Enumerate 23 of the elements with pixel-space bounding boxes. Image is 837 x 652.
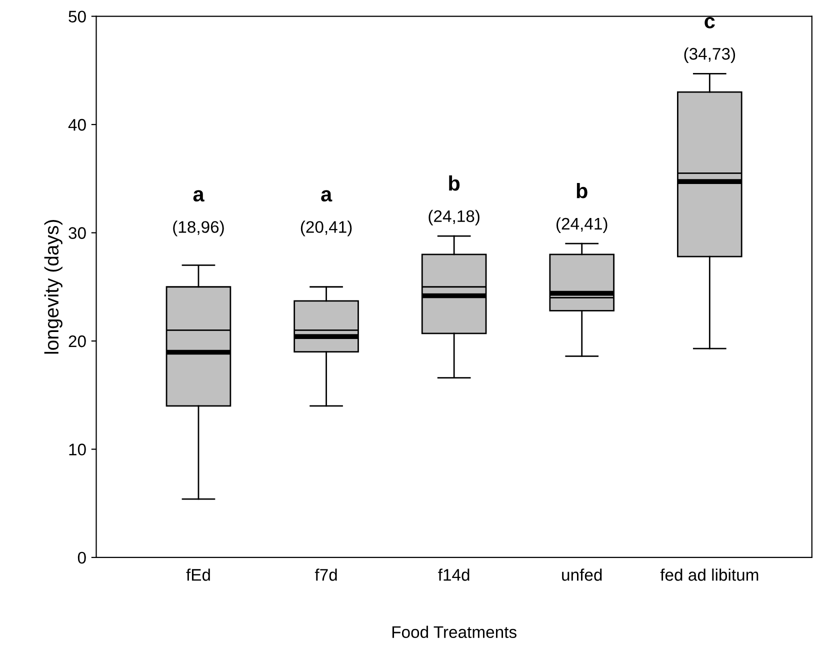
x-tick-label: fed ad libitum (660, 568, 758, 581)
annotation: c (704, 16, 715, 28)
x-tick-label: fEd (186, 568, 210, 581)
annotation: (24,18) (428, 210, 480, 226)
x-tick-label: f14d (438, 568, 470, 581)
y-tick-label: 50 (68, 10, 86, 23)
x-tick-label: f7d (314, 568, 337, 581)
annotation: (18,96) (173, 220, 224, 236)
annotation: a (193, 190, 204, 202)
annotation: b (449, 175, 460, 191)
y-axis-title: longevity (days) (44, 220, 62, 354)
annotation: (34,73) (684, 47, 736, 64)
y-tick-label: 40 (68, 118, 86, 131)
y-tick-label: 20 (68, 335, 86, 348)
y-tick-label: 30 (68, 227, 86, 239)
y-tick-label: 10 (69, 444, 86, 456)
annotation: (20,41) (300, 220, 352, 236)
annotation: b (576, 183, 588, 198)
annotation: a (321, 190, 332, 202)
y-tick-label: 0 (78, 552, 86, 564)
annotation: (24,41) (556, 217, 608, 233)
x-axis-title: Food Treatments (392, 626, 516, 638)
x-tick-label: unfed (562, 568, 602, 581)
